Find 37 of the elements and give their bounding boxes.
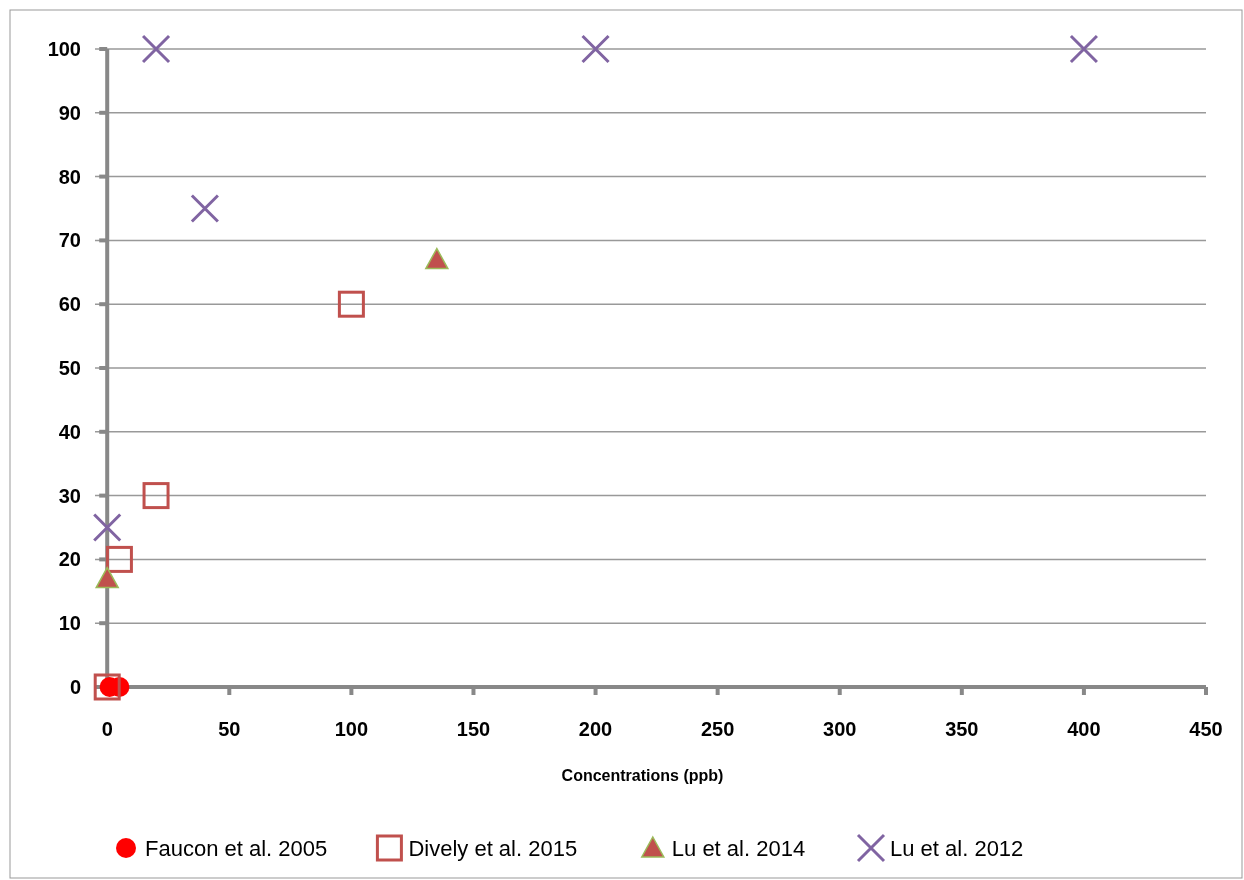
point <box>1069 34 1099 64</box>
y-tick-label: 20 <box>58 548 81 571</box>
point <box>141 34 171 64</box>
point <box>142 482 170 510</box>
x-tick-label: 350 <box>945 718 979 740</box>
x-tick-label: 450 <box>1189 718 1223 740</box>
point <box>95 566 119 589</box>
x-tick-label: 100 <box>334 718 369 740</box>
y-tick-label: 50 <box>58 357 81 379</box>
y-tick-label: 0 <box>69 676 81 698</box>
legend-label: Lu et al. 2012 <box>890 835 1024 861</box>
legend-label: Lu et al. 2014 <box>671 835 806 861</box>
y-tick-label: 30 <box>58 484 81 507</box>
x-tick-label: 300 <box>823 718 857 740</box>
point <box>190 194 220 223</box>
legend-label: Faucon et al. 2005 <box>145 835 328 861</box>
y-tick-label: 10 <box>58 612 81 635</box>
y-tick-label: 100 <box>47 38 81 60</box>
x-tick-label: 150 <box>456 718 491 740</box>
point <box>105 545 133 573</box>
x-tick-label: 250 <box>700 718 735 740</box>
y-tick-label: 90 <box>58 101 81 124</box>
x-tick-label: 200 <box>578 718 613 740</box>
x-tick-label: 50 <box>218 718 241 740</box>
point <box>337 290 365 318</box>
y-tick-label: 40 <box>58 420 81 443</box>
point <box>581 34 611 64</box>
point <box>92 513 122 542</box>
point <box>93 673 121 701</box>
x-axis-title: Concentrations (ppb) <box>561 767 724 784</box>
point <box>425 247 449 270</box>
y-tick-label: 60 <box>58 293 81 316</box>
x-tick-label: 0 <box>101 718 113 740</box>
x-tick-label: 400 <box>1067 718 1101 740</box>
y-tick-label: 80 <box>58 165 81 188</box>
y-tick-label: 70 <box>58 229 81 252</box>
legend-label: Dively et al. 2015 <box>408 835 578 861</box>
